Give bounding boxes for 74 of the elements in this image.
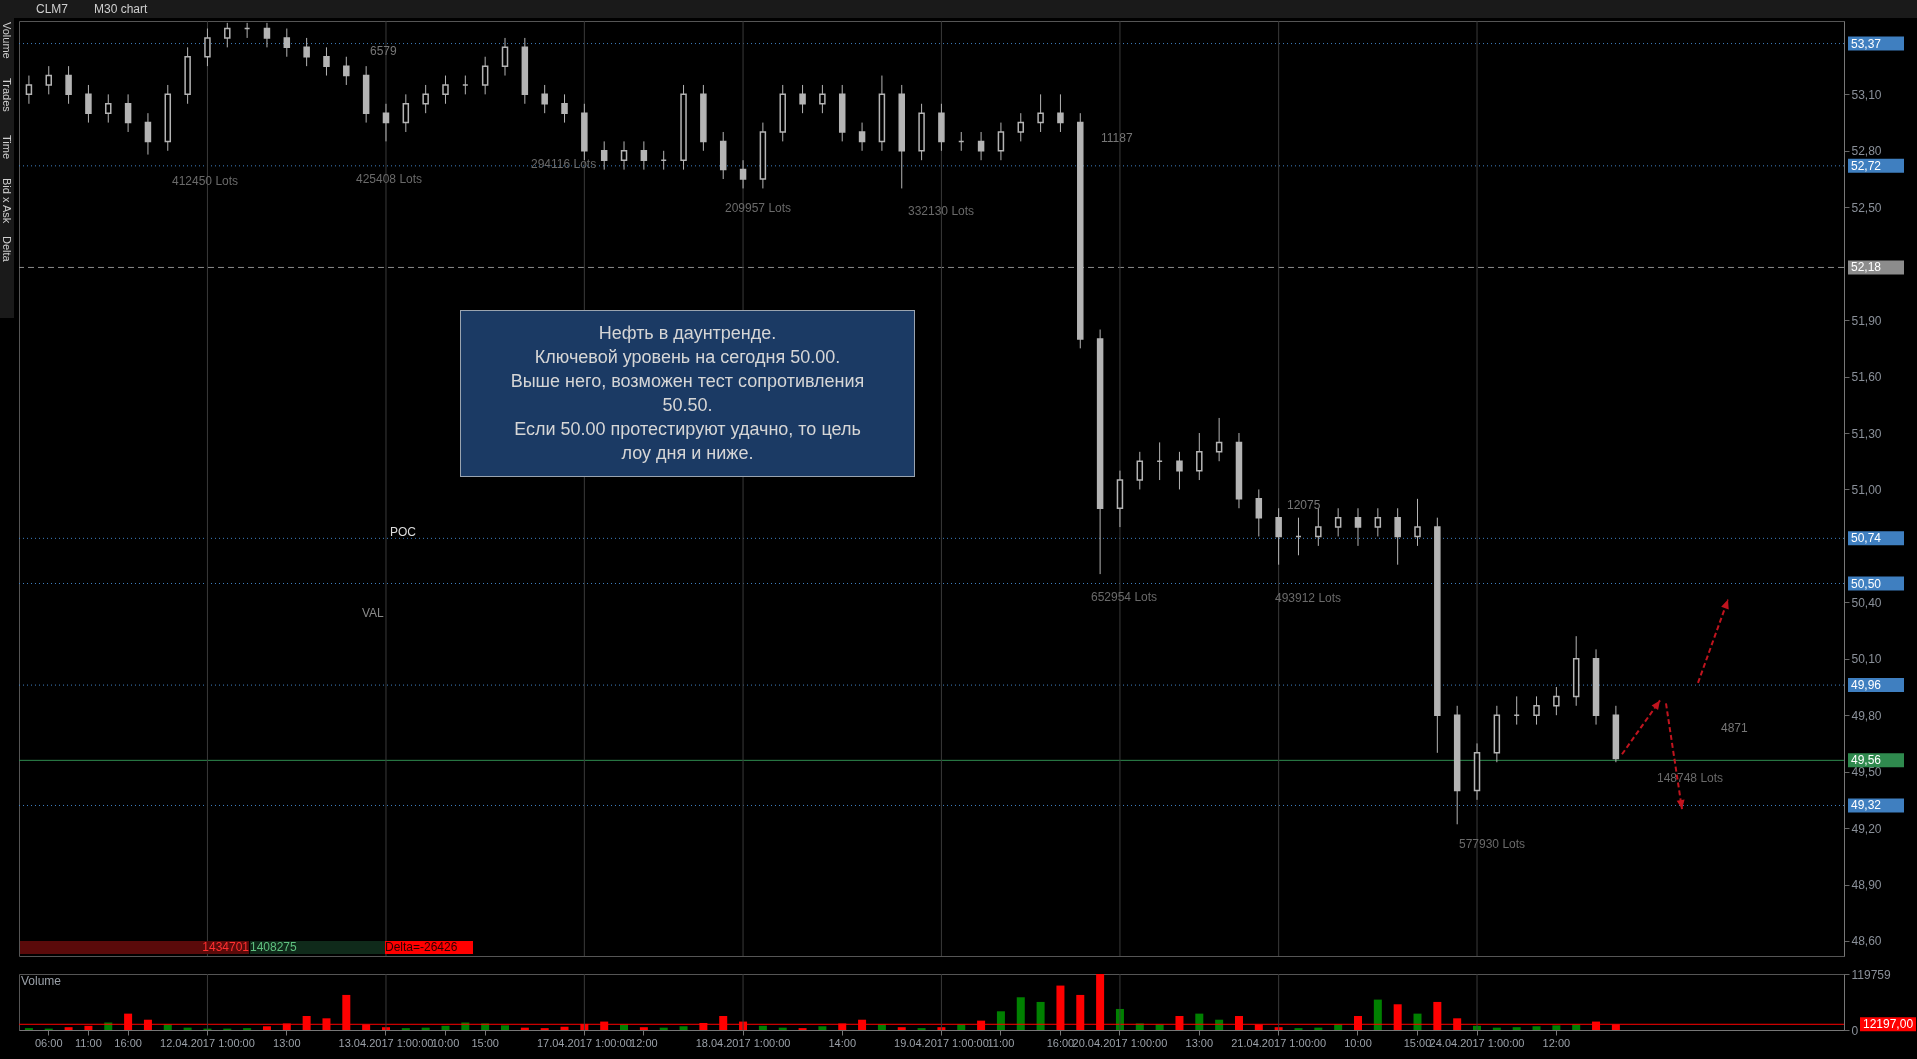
text: CLM7 <box>36 2 69 16</box>
annotation: 4871 <box>1721 720 1749 735</box>
ref-line-label: 52,18 <box>1851 260 1882 275</box>
y-tick-label: 50,10 <box>1851 652 1882 667</box>
ref-line-label: 12197,00 <box>1863 1017 1914 1032</box>
x-tick-label: 16:00 <box>1046 1036 1075 1049</box>
annotation: 412450 Lots <box>172 173 239 188</box>
x-tick-label: 10:00 <box>1344 1036 1372 1049</box>
x-tick-label: 18.04.2017 1:00:00 <box>695 1036 791 1049</box>
y-tick-label: 51,90 <box>1851 313 1882 328</box>
x-tick-label: 13:00 <box>1185 1036 1214 1049</box>
text: Bid x Ask <box>1 178 13 224</box>
ref-line-label: 53,37 <box>1851 36 1882 51</box>
annotation: 209957 Lots <box>725 201 792 215</box>
x-tick-label: 21.04.2017 1:00:00 <box>1231 1036 1327 1049</box>
x-tick-label: 12.04.2017 1:00:00 <box>160 1036 255 1049</box>
x-tick-label: 13.04.2017 1:00:00 <box>338 1036 434 1049</box>
text: Time <box>1 135 13 160</box>
x-tick-label: 13:00 <box>273 1036 301 1049</box>
ref-line-label: 49,32 <box>1851 798 1882 813</box>
annotation: 652954 Lots <box>1091 589 1158 604</box>
annotation: VAL <box>362 606 385 621</box>
x-tick-label: 11:00 <box>987 1036 1015 1049</box>
x-tick-label: 24.04.2017 1:00:00 <box>1429 1036 1525 1049</box>
y-tick-label: 51,60 <box>1851 370 1882 385</box>
x-tick-label: 14:00 <box>828 1036 856 1049</box>
y-tick-label: 53,10 <box>1851 87 1882 102</box>
x-tick-label: 12:00 <box>1542 1036 1571 1049</box>
x-tick-label: 20.04.2017 1:00:00 <box>1072 1036 1168 1049</box>
annotation: 294116 Lots <box>531 156 597 171</box>
y-tick-label: 48,60 <box>1851 934 1882 949</box>
ref-line-label: 50,74 <box>1851 531 1882 546</box>
annotation: 11187 <box>1101 130 1133 145</box>
annotation: POC <box>390 525 417 540</box>
text: Delta <box>1 236 13 262</box>
note-box: Нефть в даунтренде. Ключевой уровень на сегодня 50.00. Выше него, возможен тест сопротивления 50.50. Если 50.00 протестируют удачно, то цель лоу дня и ниже. <box>460 310 915 477</box>
annotation: 6579 <box>370 44 398 59</box>
chart-title: Volume <box>21 974 62 988</box>
x-tick-label: 11:00 <box>75 1036 102 1049</box>
x-tick-label: 10:00 <box>431 1036 460 1049</box>
status-field: 1408275 <box>250 941 385 954</box>
ref-line-label: 50,50 <box>1851 576 1882 591</box>
ref-line-label: 52,72 <box>1851 158 1882 173</box>
text: Volume <box>1 22 13 59</box>
y-tick-label: 51,30 <box>1851 426 1882 441</box>
status-field: Delta=-26426 <box>385 941 473 954</box>
y-tick-label: 48,90 <box>1851 878 1882 893</box>
y-tick-label: 51,00 <box>1851 482 1882 497</box>
text: Trades <box>1 78 13 112</box>
x-tick-label: 17.04.2017 1:00:00 <box>536 1036 632 1049</box>
annotation: 332130 Lots <box>908 203 975 218</box>
y-tick-label: 52,80 <box>1851 144 1882 159</box>
y-tick-label: 52,50 <box>1851 200 1882 215</box>
x-tick-label: 12:00 <box>630 1036 658 1049</box>
x-tick-label: 16:00 <box>114 1036 142 1049</box>
y-tick-label: 49,50 <box>1851 765 1882 780</box>
annotation: 148748 Lots <box>1657 770 1724 785</box>
x-tick-label: 15:00 <box>1403 1036 1432 1049</box>
ref-line-label: 49,96 <box>1851 678 1882 693</box>
x-tick-label: 15:00 <box>471 1036 499 1049</box>
x-tick-label: 19.04.2017 1:00:00 <box>894 1036 989 1049</box>
ref-line-label: 49,56 <box>1851 753 1882 768</box>
annotation: 425408 Lots <box>356 171 423 186</box>
y-tick-label: 119759 <box>1851 967 1891 982</box>
y-tick-label: 50,40 <box>1851 595 1882 610</box>
y-tick-label: 0 <box>1851 1023 1859 1038</box>
annotation: 493912 Lots <box>1275 590 1342 605</box>
status-field: 1434701 <box>20 941 249 954</box>
text: M30 chart <box>94 2 148 16</box>
y-tick-label: 49,80 <box>1851 708 1882 723</box>
x-tick-label: 06:00 <box>34 1036 63 1049</box>
annotation: 12075 <box>1287 497 1321 512</box>
y-tick-label: 49,20 <box>1851 821 1882 836</box>
annotation: 577930 Lots <box>1459 837 1526 852</box>
